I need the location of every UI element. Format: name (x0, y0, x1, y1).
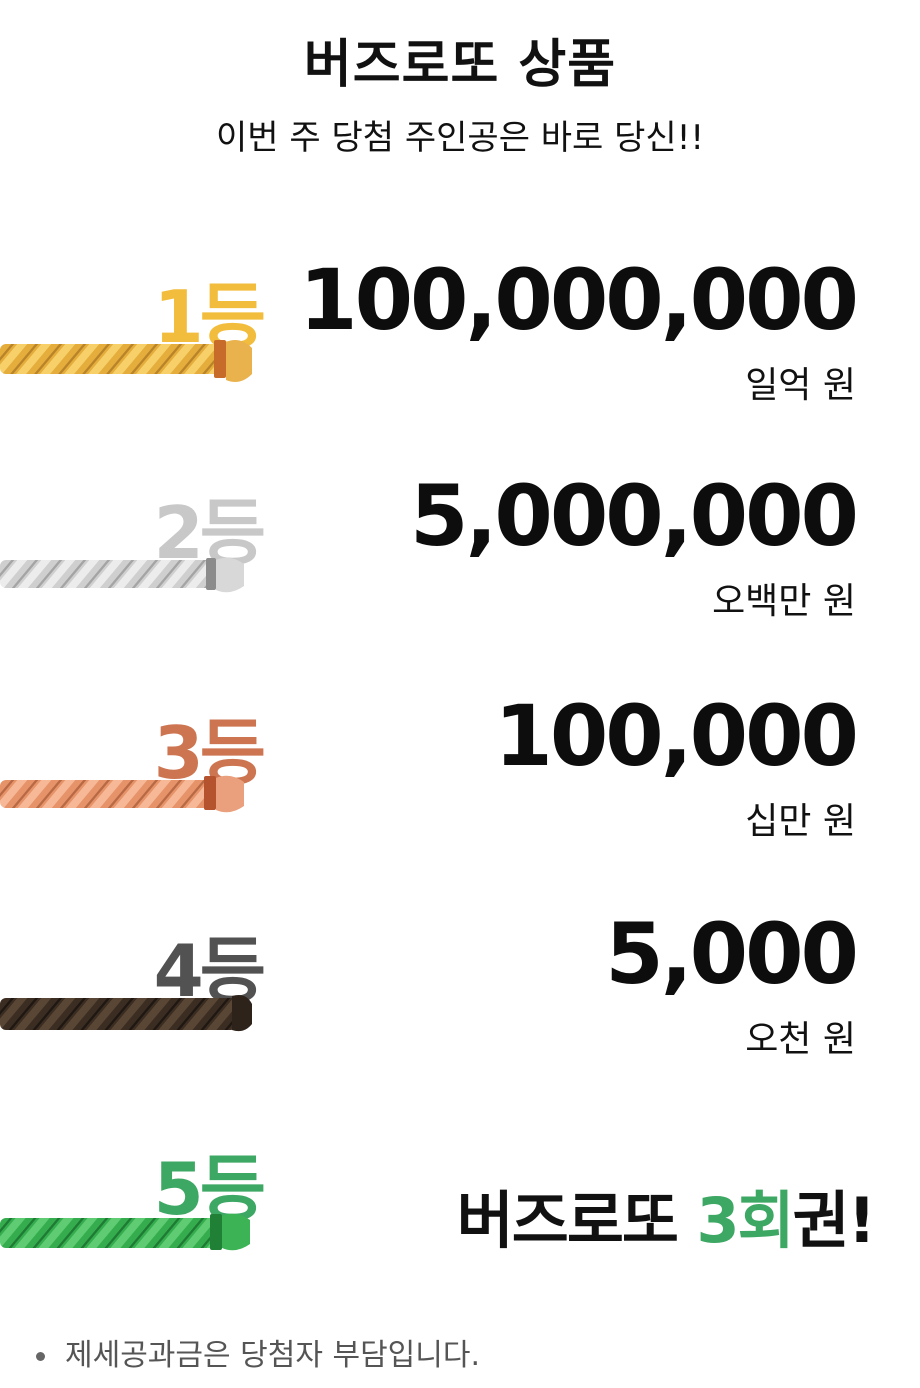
prize-amount-korean: 오백만 원 (712, 581, 856, 622)
bonus-prize-text: 버즈로또 3회권! (456, 1170, 876, 1260)
prize-amount-korean: 일억 원 (745, 365, 856, 406)
page-title: 버즈로또 상품 (303, 35, 617, 95)
prize-amount: 100,000,000 (299, 251, 859, 349)
bonus-suffix: 권! (792, 1184, 876, 1257)
bonus-prefix: 버즈로또 (456, 1184, 697, 1257)
prize-amount: 5,000 (605, 905, 859, 1003)
prize-amount-korean: 십만 원 (745, 801, 856, 842)
bullet-icon (36, 1352, 45, 1361)
prize-5: 5등 버즈로또 3회권! (0, 1130, 920, 1330)
bonus-highlight: 3회 (696, 1184, 794, 1257)
dark-rope-icon (0, 995, 252, 1032)
silver-rope-icon (0, 557, 244, 593)
page-subtitle: 이번 주 당첨 주인공은 바로 당신!! (216, 118, 704, 158)
rank-label: 5등 (153, 1147, 266, 1231)
prize-4: 4등 5,000 오천 원 (0, 912, 920, 1112)
prize-amount: 5,000,000 (410, 467, 859, 565)
tax-note-text: 제세공과금은 당첨자 부담입니다. (65, 1338, 481, 1373)
prize-amount: 100,000 (494, 687, 859, 785)
tax-note: 제세공과금은 당첨자 부담입니다. (36, 1330, 480, 1374)
prize-amount-korean: 오천 원 (745, 1019, 856, 1060)
bronze-rope-icon (0, 775, 244, 813)
prize-1: 1등 100,000,000 일억 원 (0, 258, 920, 458)
green-rope-icon (0, 1213, 250, 1251)
prize-3: 3등 100,000 십만 원 (0, 694, 920, 894)
prize-2: 2등 5,000,000 오백만 원 (0, 474, 920, 674)
gold-rope-icon (0, 340, 252, 382)
